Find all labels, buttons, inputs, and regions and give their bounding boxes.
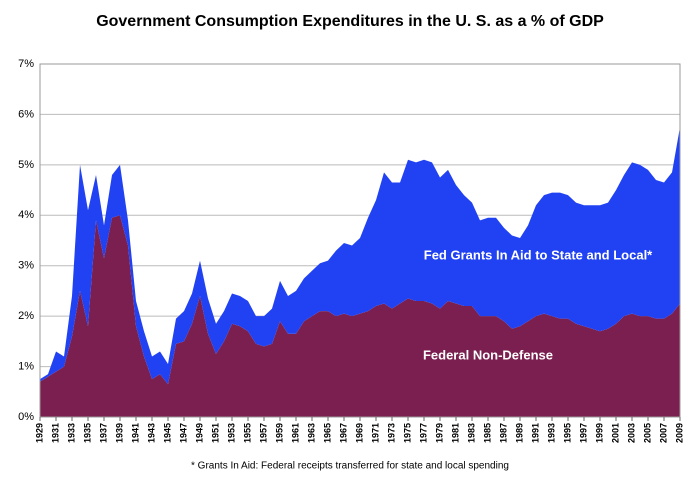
- x-tick-label: 1929: [34, 423, 44, 443]
- x-tick-label: 1935: [82, 423, 92, 443]
- y-tick-label: 3%: [18, 260, 34, 272]
- x-tick-label: 1961: [290, 423, 300, 443]
- x-tick-label: 1967: [338, 423, 348, 443]
- y-tick-label: 1%: [18, 360, 34, 372]
- area: [40, 127, 680, 385]
- x-tick-label: 1949: [194, 423, 204, 443]
- y-tick-label: 7%: [18, 58, 34, 70]
- series-label: Fed Grants In Aid to State and Local*: [424, 247, 653, 262]
- x-tick-label: 1993: [546, 423, 556, 443]
- x-tick-label: 1941: [130, 423, 140, 443]
- x-tick-label: 1939: [114, 423, 124, 443]
- y-tick-label: 6%: [18, 108, 34, 120]
- x-tick-label: 1959: [274, 423, 284, 443]
- y-tick-label: 2%: [18, 310, 34, 322]
- x-tick-label: 1933: [66, 423, 76, 443]
- x-tick-label: 2007: [658, 423, 668, 443]
- x-tick-label: 2001: [610, 423, 620, 443]
- x-tick-label: 1981: [450, 423, 460, 443]
- chart-title: Government Consumption Expenditures in t…: [96, 13, 604, 30]
- y-tick-label: 5%: [18, 159, 34, 171]
- x-tick-label: 1943: [146, 423, 156, 443]
- x-tick-label: 1969: [354, 423, 364, 443]
- x-tick-label: 1977: [418, 423, 428, 443]
- x-tick-label: 1963: [306, 423, 316, 443]
- x-tick-label: 1951: [210, 423, 220, 443]
- x-tick-label: 1975: [402, 423, 412, 443]
- x-tick-label: 1987: [498, 423, 508, 443]
- x-tick-label: 1997: [578, 423, 588, 443]
- x-tick-label: 1965: [322, 423, 332, 443]
- x-tick-label: 1999: [594, 423, 604, 443]
- x-tick-label: 1985: [482, 423, 492, 443]
- x-tick-label: 1995: [562, 423, 572, 443]
- x-tick-label: 1973: [386, 423, 396, 443]
- x-tick-label: 2009: [674, 423, 684, 443]
- footnote: * Grants In Aid: Federal receipts transf…: [191, 461, 509, 472]
- x-tick-label: 1953: [226, 423, 236, 443]
- x-tick-label: 1937: [98, 423, 108, 443]
- area: [40, 215, 680, 417]
- x-tick-label: 1983: [466, 423, 476, 443]
- x-tick-label: 2005: [642, 423, 652, 443]
- x-tick-label: 1945: [162, 423, 172, 443]
- x-tick-label: 2003: [626, 423, 636, 443]
- x-tick-label: 1931: [50, 423, 60, 443]
- y-tick-label: 0%: [18, 411, 34, 423]
- series-label: Federal Non-Defense: [423, 347, 553, 362]
- x-tick-label: 1971: [370, 423, 380, 443]
- x-tick-label: 1947: [178, 423, 188, 443]
- x-tick-label: 1955: [242, 423, 252, 443]
- y-tick-label: 4%: [18, 209, 34, 221]
- x-tick-label: 1979: [434, 423, 444, 443]
- x-tick-label: 1989: [514, 423, 524, 443]
- x-tick-label: 1957: [258, 423, 268, 443]
- x-tick-label: 1991: [530, 423, 540, 443]
